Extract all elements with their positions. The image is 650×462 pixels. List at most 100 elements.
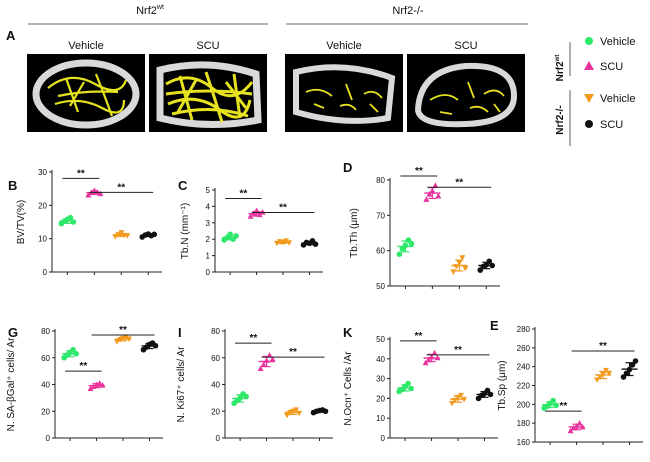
group-wt-vehicle <box>58 214 77 227</box>
legend-item-wt-scu: SCU <box>584 61 623 73</box>
panel-label-d: D <box>343 160 352 175</box>
data-point <box>594 377 601 383</box>
microct-image-wt-scu <box>149 54 267 132</box>
significance-label: ** <box>119 325 127 336</box>
chart-panel-c: C Tb.N (mm⁻¹) 0 1 2 3 4 5 ** ** <box>178 178 323 277</box>
image-label-wt-vehicle: Vehicle <box>68 40 103 52</box>
significance-label: ** <box>249 333 257 344</box>
svg-text:Vehicle: Vehicle <box>600 93 635 105</box>
y-tick-label: 20 <box>38 201 47 210</box>
data-point <box>322 408 329 415</box>
panel-label-i: I <box>178 325 182 340</box>
significance-label: ** <box>599 341 607 352</box>
y-tick-label: 60 <box>41 354 50 363</box>
data-point <box>487 391 494 398</box>
group-wt-vehicle <box>221 231 239 243</box>
group-wt-scu <box>85 187 104 198</box>
panel-label-a: A <box>6 28 16 43</box>
data-point <box>243 393 249 400</box>
data-point <box>435 192 442 199</box>
y-tick-label: 30 <box>38 168 47 177</box>
data-point <box>570 424 577 431</box>
data-point <box>553 402 559 409</box>
y-tick-label: 80 <box>376 176 385 185</box>
data-point <box>257 365 264 371</box>
data-point <box>573 422 580 429</box>
data-point <box>123 334 130 341</box>
data-point <box>286 240 293 246</box>
group-ko-vehicle <box>450 255 469 275</box>
chart-panel-b: B BV/TV(%) 0 10 20 30 ** ** <box>8 168 162 277</box>
group-ko-scu <box>477 258 496 273</box>
data-point <box>99 382 106 388</box>
data-point <box>432 182 439 188</box>
legend: Nrf2wt Nrf2-/- Vehicle SCU Vehicle SCU <box>555 36 635 146</box>
panel-label-k: K <box>343 325 353 340</box>
data-point <box>124 233 131 239</box>
y-tick-label: 1 <box>206 252 211 261</box>
svg-text:Vehicle: Vehicle <box>600 36 635 48</box>
significance-label: ** <box>117 182 125 193</box>
legend-item-ko-vehicle: Vehicle <box>584 93 635 105</box>
data-point <box>247 213 254 219</box>
data-point <box>126 336 133 343</box>
data-point <box>462 265 469 272</box>
data-point <box>73 350 79 357</box>
group-title-wt: Nrf2wt <box>136 4 164 17</box>
data-point <box>550 397 556 404</box>
image-label-wt-scu: SCU <box>196 40 219 52</box>
significance-label: ** <box>415 166 423 177</box>
data-point <box>114 339 121 345</box>
y-tick-label: 240 <box>517 363 531 372</box>
data-point <box>489 262 496 269</box>
data-point <box>152 342 159 349</box>
data-point <box>96 380 103 386</box>
data-point <box>274 240 281 247</box>
data-point <box>283 238 290 244</box>
group-wt-vehicle <box>231 391 249 407</box>
microct-image-wt-vehicle <box>27 54 145 132</box>
significance-label: ** <box>559 401 567 412</box>
data-point <box>269 356 276 362</box>
data-point <box>620 374 627 380</box>
group-wt-scu <box>247 207 266 219</box>
group-ko-scu <box>620 358 639 380</box>
data-point <box>452 397 459 404</box>
y-tick-label: 200 <box>517 400 531 409</box>
group-title-ko: Nrf2-/- <box>392 5 424 17</box>
group-ko-vehicle <box>449 392 468 407</box>
panel-label-b: B <box>8 178 17 193</box>
chart-panel-g: GN. SA-βGal⁺ cells/ Ar 0 20 40 60 80 ** ** <box>6 325 163 443</box>
data-point <box>263 357 270 363</box>
group-wt-vehicle <box>61 346 79 361</box>
data-point <box>567 427 574 434</box>
svg-text:Nrf2-/-: Nrf2-/- <box>555 105 566 134</box>
y-tick-label: 60 <box>211 354 220 363</box>
y-tick-label: 40 <box>376 355 385 364</box>
group-wt-vehicle <box>541 397 559 411</box>
legend-item-wt-vehicle: Vehicle <box>585 36 635 48</box>
data-point <box>486 258 493 265</box>
y-tick-label: 2 <box>206 235 211 244</box>
data-point <box>94 189 101 195</box>
data-point <box>461 396 468 403</box>
data-point <box>402 242 409 249</box>
significance-label: ** <box>279 203 287 214</box>
panel-label-g: G <box>8 325 18 340</box>
y-tick-label: 220 <box>517 382 531 391</box>
svg-text:Nrf2wt: Nrf2wt <box>136 4 164 17</box>
image-label-ko-scu: SCU <box>454 40 477 52</box>
y-tick-label: 40 <box>41 381 50 390</box>
svg-text:Nrf2wt: Nrf2wt <box>555 55 566 82</box>
data-point <box>260 361 267 367</box>
data-point <box>90 383 97 390</box>
y-tick-label: 4 <box>206 202 211 211</box>
y-tick-label: 280 <box>517 325 531 334</box>
chart-panel-k: K N.Ocn⁺ Cells /Ar 0 10 20 30 40 50 ** ** <box>343 325 498 443</box>
y-tick-label: 50 <box>376 282 385 291</box>
y-tick-label: 260 <box>517 344 531 353</box>
panel-label-c: C <box>178 178 188 193</box>
group-wt-scu <box>567 420 586 434</box>
y-axis-label: N.Ocn⁺ Cells /Ar <box>343 351 354 426</box>
